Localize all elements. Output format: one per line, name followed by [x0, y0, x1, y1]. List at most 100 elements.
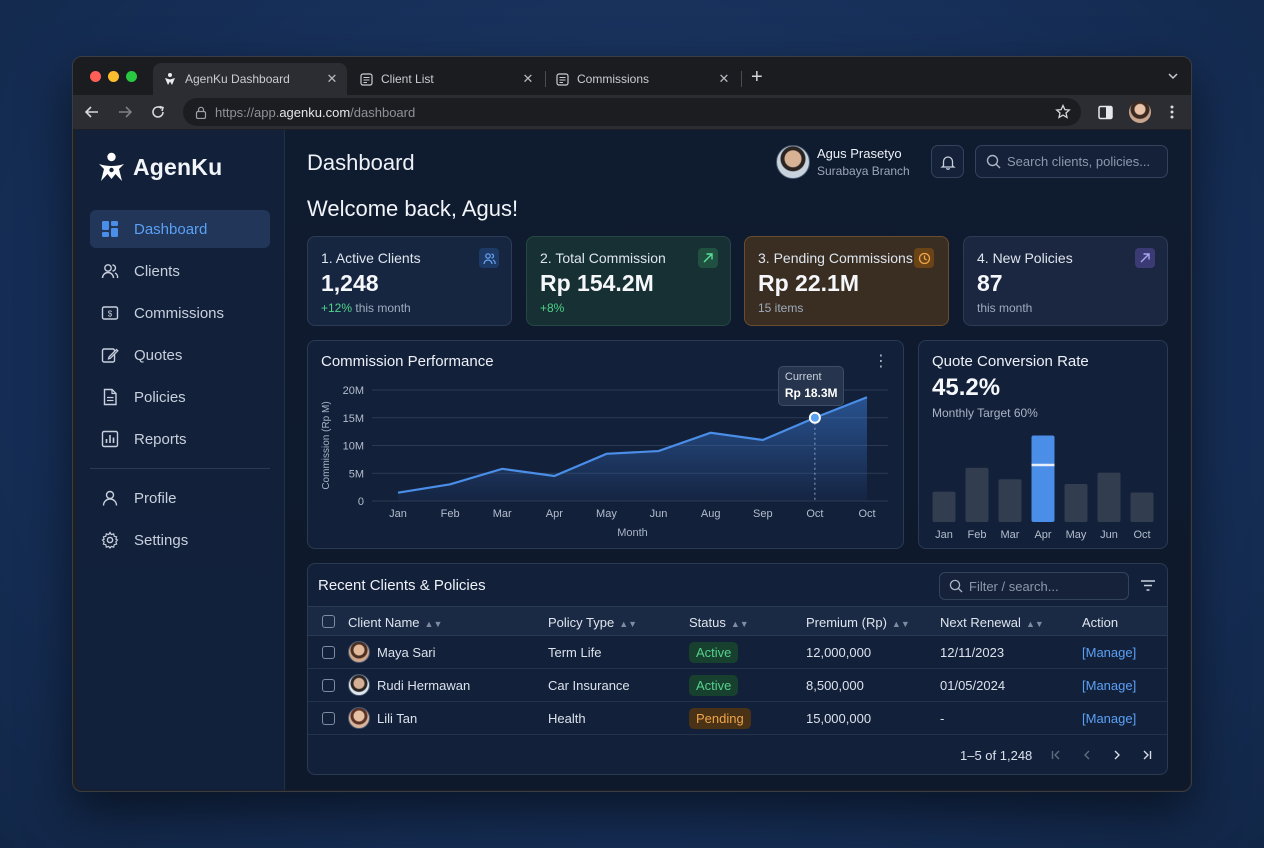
stat-subtext: +12% this month [321, 301, 411, 315]
search-icon [949, 579, 963, 593]
row-checkbox[interactable] [322, 646, 335, 659]
manage-link[interactable]: [Manage] [1082, 678, 1137, 693]
x-tick-label: Mar [493, 508, 512, 520]
search-icon [986, 154, 1001, 169]
previous-page-icon[interactable] [1078, 746, 1096, 764]
column-header-policy-type[interactable]: Policy Type ▲▼ [548, 615, 637, 630]
stat-subtext: this month [977, 301, 1033, 315]
filter-icon[interactable] [1139, 576, 1157, 594]
notifications-button[interactable] [931, 145, 964, 178]
stat-card-total-commission[interactable]: 2. Total Commission Rp 154.2M +8% [526, 236, 731, 326]
stat-card-active-clients[interactable]: 1. Active Clients 1,248 +12% this month [307, 236, 512, 326]
manage-link[interactable]: [Manage] [1082, 645, 1137, 660]
maximize-window-button[interactable] [126, 71, 137, 82]
minimize-window-button[interactable] [108, 71, 119, 82]
last-page-icon[interactable] [1138, 746, 1156, 764]
column-label: Status [689, 615, 726, 630]
sidebar-item-profile[interactable]: Profile [90, 479, 270, 517]
page-title: Dashboard [307, 150, 415, 175]
select-all-checkbox[interactable] [322, 615, 335, 628]
new-tab-icon[interactable]: + [751, 66, 763, 88]
stat-card-pending-commissions[interactable]: 3. Pending Commissions Rp 22.1M 15 items [744, 236, 949, 326]
commission-performance-panel: Commission Performance ⋮ 0 5M 10M 15M 20M Jan [307, 340, 904, 549]
search-box[interactable] [975, 145, 1168, 178]
users-icon [479, 248, 499, 268]
sidebar-item-label: Quotes [134, 346, 183, 364]
premium: 12,000,000 [806, 645, 872, 660]
x-tick-label: Oct [858, 508, 875, 520]
x-tick-label: Jan [935, 529, 953, 541]
column-header-client-name[interactable]: Client Name ▲▼ [348, 615, 442, 630]
commission-area [398, 397, 867, 501]
user-name: Agus Prasetyo [817, 146, 902, 161]
brand[interactable]: AgenKu [98, 152, 222, 182]
row-checkbox[interactable] [322, 679, 335, 692]
column-header-status[interactable]: Status ▲▼ [689, 615, 749, 630]
table-row[interactable]: Rudi Hermawan Car Insurance Active 8,500… [308, 669, 1167, 702]
sort-icon[interactable]: ▲▼ [619, 619, 638, 629]
tab-strip: AgenKu Dashboard ✕ Client List ✕ Commiss… [73, 57, 1191, 95]
trend-up-icon [698, 248, 718, 268]
profile-avatar[interactable] [1129, 101, 1151, 123]
table-row[interactable]: Maya Sari Term Life Active 12,000,000 12… [308, 636, 1167, 669]
conversion-bar[interactable] [1064, 484, 1088, 522]
filter-input[interactable] [969, 578, 1119, 594]
sidebar-item-quotes[interactable]: Quotes [90, 336, 270, 374]
manage-link[interactable]: [Manage] [1082, 711, 1137, 726]
tab-agenku-dashboard[interactable]: AgenKu Dashboard ✕ [153, 63, 347, 95]
conversion-bar[interactable] [1097, 472, 1121, 522]
filter-box[interactable] [939, 572, 1129, 600]
search-input[interactable] [1007, 154, 1162, 169]
y-tick-label: 0 [358, 496, 364, 508]
sidebar-item-policies[interactable]: Policies [90, 378, 270, 416]
tab-commissions[interactable]: Commissions ✕ [545, 63, 739, 95]
sidebar-item-reports[interactable]: Reports [90, 420, 270, 458]
column-label: Premium (Rp) [806, 615, 887, 630]
conversion-bar[interactable] [1031, 435, 1055, 522]
sort-icon[interactable]: ▲▼ [730, 619, 749, 629]
sort-icon[interactable]: ▲▼ [424, 619, 443, 629]
monthly-target: Monthly Target 60% [932, 406, 1038, 420]
back-arrow-icon[interactable] [82, 102, 102, 122]
address-bar[interactable]: https://app.agenku.com/dashboard [183, 98, 1081, 126]
current-point[interactable] [808, 411, 821, 424]
more-menu-icon[interactable] [1162, 102, 1182, 122]
forward-arrow-icon[interactable] [115, 102, 135, 122]
y-tick-label: 10M [343, 441, 364, 453]
conversion-bar[interactable] [932, 491, 956, 522]
chevron-down-icon[interactable] [1167, 70, 1179, 85]
x-tick-label: Oct [1133, 529, 1150, 541]
x-tick-label: Aug [701, 508, 721, 520]
close-tab-icon[interactable]: ✕ [522, 71, 534, 86]
sidebar-item-settings[interactable]: Settings [90, 521, 270, 559]
column-header-next-renewal[interactable]: Next Renewal ▲▼ [940, 615, 1044, 630]
conversion-bar[interactable] [1130, 492, 1154, 522]
row-checkbox[interactable] [322, 712, 335, 725]
more-options-icon[interactable]: ⋮ [873, 353, 889, 370]
table-row[interactable]: Lili Tan Health Pending 15,000,000 - [Ma… [308, 702, 1167, 735]
reload-icon[interactable] [148, 102, 168, 122]
sidebar-item-commissions[interactable]: $ Commissions [90, 294, 270, 332]
stat-card-new-policies[interactable]: 4. New Policies 87 this month [963, 236, 1168, 326]
sidebar-item-label: Commissions [134, 304, 225, 322]
sort-icon[interactable]: ▲▼ [1025, 619, 1044, 629]
tab-client-list[interactable]: Client List ✕ [349, 63, 543, 95]
next-page-icon[interactable] [1108, 746, 1126, 764]
panel-title: Quote Conversion Rate [932, 353, 1089, 370]
stat-value: 1,248 [321, 270, 379, 296]
next-renewal: 01/05/2024 [940, 678, 1006, 693]
sort-icon[interactable]: ▲▼ [891, 619, 910, 629]
sidebar-item-dashboard[interactable]: Dashboard [90, 210, 270, 248]
user-profile[interactable]: Agus Prasetyo Surabaya Branch [776, 145, 916, 181]
sidebar-toggle-icon[interactable] [1095, 102, 1115, 122]
quote-conversion-panel: Quote Conversion Rate 45.2% Monthly Targ… [918, 340, 1168, 549]
column-header-premium[interactable]: Premium (Rp) ▲▼ [806, 615, 910, 630]
bookmark-star-icon[interactable] [1053, 102, 1073, 122]
close-tab-icon[interactable]: ✕ [718, 71, 730, 86]
first-page-icon[interactable] [1047, 746, 1065, 764]
sidebar-item-clients[interactable]: Clients [90, 252, 270, 290]
close-tab-icon[interactable]: ✕ [326, 71, 338, 86]
conversion-bar[interactable] [965, 467, 989, 522]
close-window-button[interactable] [90, 71, 101, 82]
conversion-bar[interactable] [998, 479, 1022, 522]
